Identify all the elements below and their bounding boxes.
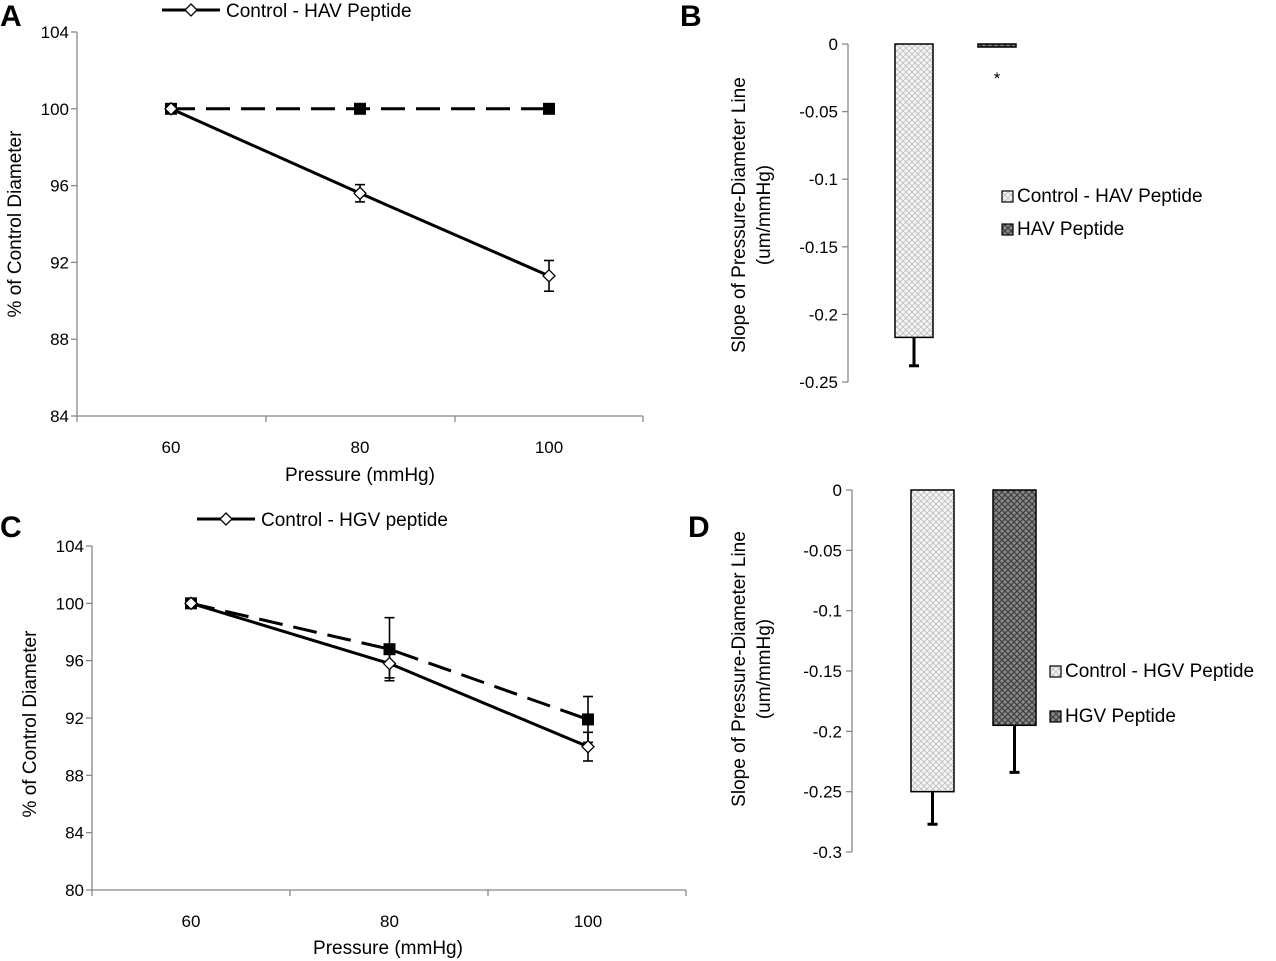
y-axis-label-line-2: (um/mmHg)	[754, 165, 775, 265]
panel-label-b: B	[680, 0, 702, 33]
x-tick-label: 80	[351, 438, 370, 457]
bar-hgv-peptide	[992, 489, 1037, 727]
bar-control-hgv-peptide	[910, 489, 955, 793]
y-tick-label: 92	[65, 709, 84, 728]
data-point-hav-peptide	[543, 102, 555, 115]
legend-marker	[184, 3, 198, 17]
chart-panel-d: 0 -0.05 -0.1 -0.15 -0.2 -0.25 -0.3 Slope of Pre…	[729, 481, 1254, 862]
panel-label-a: A	[0, 0, 22, 33]
y-axis-label-line-1: Slope of Pressure-Diameter Line	[729, 77, 750, 353]
y-tick-label: 84	[50, 407, 69, 426]
legend-swatch	[1001, 190, 1014, 203]
y-tick-label: 0	[829, 35, 838, 54]
y-tick-label: -0.1	[809, 170, 838, 189]
y-tick-label: 104	[41, 23, 69, 42]
y-tick-label: 100	[56, 594, 84, 613]
panel-label-c: C	[0, 511, 22, 544]
y-tick-label: -0.25	[799, 373, 838, 392]
data-point-hav-peptide	[354, 102, 366, 115]
x-tick-label: 60	[162, 438, 181, 457]
y-axis-label-line-2: (um/mmHg)	[754, 619, 775, 719]
legend-label: Control - HAV Peptide	[1017, 186, 1203, 207]
bar-control-hav-peptide	[894, 43, 934, 339]
x-tick-label: 80	[380, 912, 399, 931]
chart-panel-b: 0 -0.05 -0.1 -0.15 -0.2 -0.25 Slope of Pressur…	[729, 35, 1203, 392]
y-axis-label-line-1: Slope of Pressure-Diameter Line	[729, 531, 750, 807]
y-tick-label: 92	[50, 253, 69, 272]
y-tick-label: 84	[65, 824, 84, 843]
legend-label: Control - HGV peptide	[261, 510, 448, 531]
y-tick-label: 104	[56, 537, 84, 556]
y-tick-label: -0.05	[803, 541, 842, 560]
y-tick-label: -0.15	[803, 662, 842, 681]
legend-label: HAV Peptide	[1017, 219, 1124, 240]
data-point-hgv-peptide	[383, 643, 396, 656]
x-axis-label: Pressure (mmHg)	[313, 938, 463, 959]
y-tick-label: -0.1	[813, 602, 842, 621]
data-point-control-hgv-peptide	[382, 656, 397, 671]
y-axis-label: % of Control Diameter	[5, 130, 26, 318]
y-tick-label: 0	[833, 481, 842, 500]
legend-label: HGV Peptide	[1065, 706, 1176, 727]
y-tick-label: -0.25	[803, 783, 842, 802]
x-axis-label: Pressure (mmHg)	[285, 465, 435, 486]
y-tick-label: 88	[50, 330, 69, 349]
data-point-control-hgv-peptide	[184, 596, 198, 611]
legend-label: Control - HAV Peptide	[226, 1, 412, 22]
bar-hav-peptide	[977, 43, 1017, 48]
significance-annotation: *	[994, 69, 1001, 88]
panel-label-d: D	[688, 511, 710, 544]
data-point-control-hav-peptide	[353, 186, 367, 201]
x-tick-label: 100	[574, 912, 602, 931]
data-point-control-hgv-peptide	[581, 739, 595, 754]
y-tick-label: -0.3	[813, 843, 842, 862]
data-point-control-hav-peptide	[164, 101, 178, 116]
chart-panel-c: 80 84 88 92 96 100 104 60 80 100 Pressure (mmHg) % …	[20, 510, 687, 959]
x-tick-label: 60	[182, 912, 201, 931]
legend-label: Control - HGV Peptide	[1065, 661, 1254, 682]
y-tick-label: 88	[65, 766, 84, 785]
legend-swatch	[1049, 665, 1062, 678]
legend-swatch	[1049, 710, 1062, 723]
data-point-hgv-peptide	[582, 713, 594, 726]
y-axis-label: % of Control Diameter	[20, 630, 41, 818]
y-tick-label: 80	[65, 881, 84, 900]
legend-swatch	[1001, 223, 1014, 236]
y-tick-label: 96	[65, 652, 84, 671]
legend-marker	[219, 512, 233, 526]
y-tick-label: 96	[50, 177, 69, 196]
y-tick-label: -0.05	[799, 103, 838, 122]
y-tick-label: -0.2	[813, 722, 842, 741]
y-tick-label: -0.15	[799, 238, 838, 257]
chart-panel-a: 84 88 92 96 100 104 60 80 100 Pressure (mmHg) % of…	[5, 1, 644, 486]
x-tick-label: 100	[535, 438, 563, 457]
y-tick-label: -0.2	[809, 305, 838, 324]
data-point-control-hav-peptide	[542, 268, 556, 283]
y-tick-label: 100	[41, 100, 69, 119]
